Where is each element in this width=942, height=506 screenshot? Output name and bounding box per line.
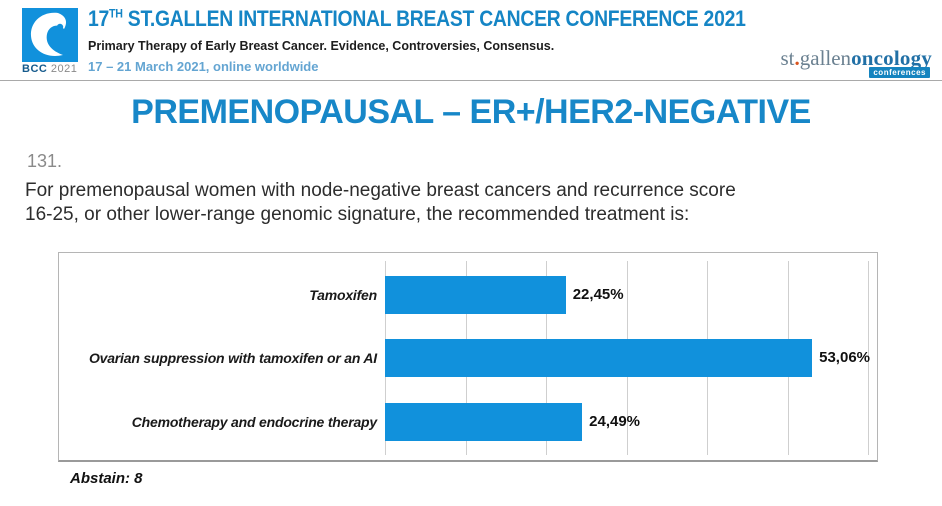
bar-ovarian-suppression	[385, 339, 813, 377]
bar-label: Ovarian suppression with tamoxifen or an…	[88, 350, 377, 366]
brand-gallen: gallen	[799, 46, 852, 70]
brand-dot-icon: .	[794, 46, 800, 70]
page-title: PREMENOPAUSAL – ER+/HER2-NEGATIVE	[131, 93, 811, 131]
bar-chemo-endocrine	[385, 403, 583, 441]
bar-value: 24,49%	[589, 413, 641, 430]
question-text: For premenopausal women with node-negati…	[25, 179, 736, 226]
conference-title-rest: ST.GALLEN INTERNATIONAL BREAST CANCER CO…	[122, 6, 746, 31]
bar-label: Tamoxifen	[309, 287, 377, 303]
question-number: 131.	[27, 151, 63, 171]
bcc-logo-icon	[22, 8, 78, 62]
conference-dates: 17 – 21 March 2021, online worldwide	[88, 59, 319, 74]
conference-title: 17TH ST.GALLEN INTERNATIONAL BREAST CANC…	[88, 6, 746, 32]
bcc-logo-caption-year: 2021	[50, 63, 78, 75]
bar-value: 53,06%	[819, 349, 870, 366]
bcc-logo-caption: BCC 2021	[22, 63, 80, 75]
conference-title-ordinal: TH	[109, 6, 123, 21]
conference-title-number: 17	[88, 6, 110, 31]
slide-header: BCC 2021 17TH ST.GALLEN INTERNATIONAL BR…	[0, 0, 942, 81]
chart-row-chemo-endocrine: Chemotherapy and endocrine therapy 24,49…	[59, 403, 877, 441]
header-text-block: 17TH ST.GALLEN INTERNATIONAL BREAST CANC…	[88, 6, 835, 74]
bcc-logo-caption-bcc: BCC	[22, 63, 48, 75]
header-divider	[0, 80, 942, 81]
question-line-2: 16-25, or other lower-range genomic sign…	[25, 203, 690, 225]
brand-conferences-badge: conferences	[869, 67, 930, 78]
stgallen-oncology-logo: st.gallenoncology	[780, 46, 932, 71]
question-line-1: For premenopausal women with node-negati…	[25, 180, 736, 201]
gridline	[868, 261, 869, 455]
bcc-logo: BCC 2021	[22, 8, 80, 75]
results-bar-chart: Tamoxifen 22,45% Ovarian suppression wit…	[58, 252, 878, 462]
bar-label: Chemotherapy and endocrine therapy	[131, 414, 377, 430]
bar-tamoxifen	[385, 276, 566, 314]
chart-row-tamoxifen: Tamoxifen 22,45%	[59, 276, 877, 314]
brand-st: st	[780, 46, 795, 70]
chart-row-ovarian-suppression: Ovarian suppression with tamoxifen or an…	[59, 339, 877, 377]
brand-oncology: oncology	[851, 46, 932, 70]
bar-value: 22,45%	[572, 286, 624, 303]
abstain-note: Abstain: 8	[70, 470, 143, 487]
conference-subtitle: Primary Therapy of Early Breast Cancer. …	[88, 39, 555, 53]
